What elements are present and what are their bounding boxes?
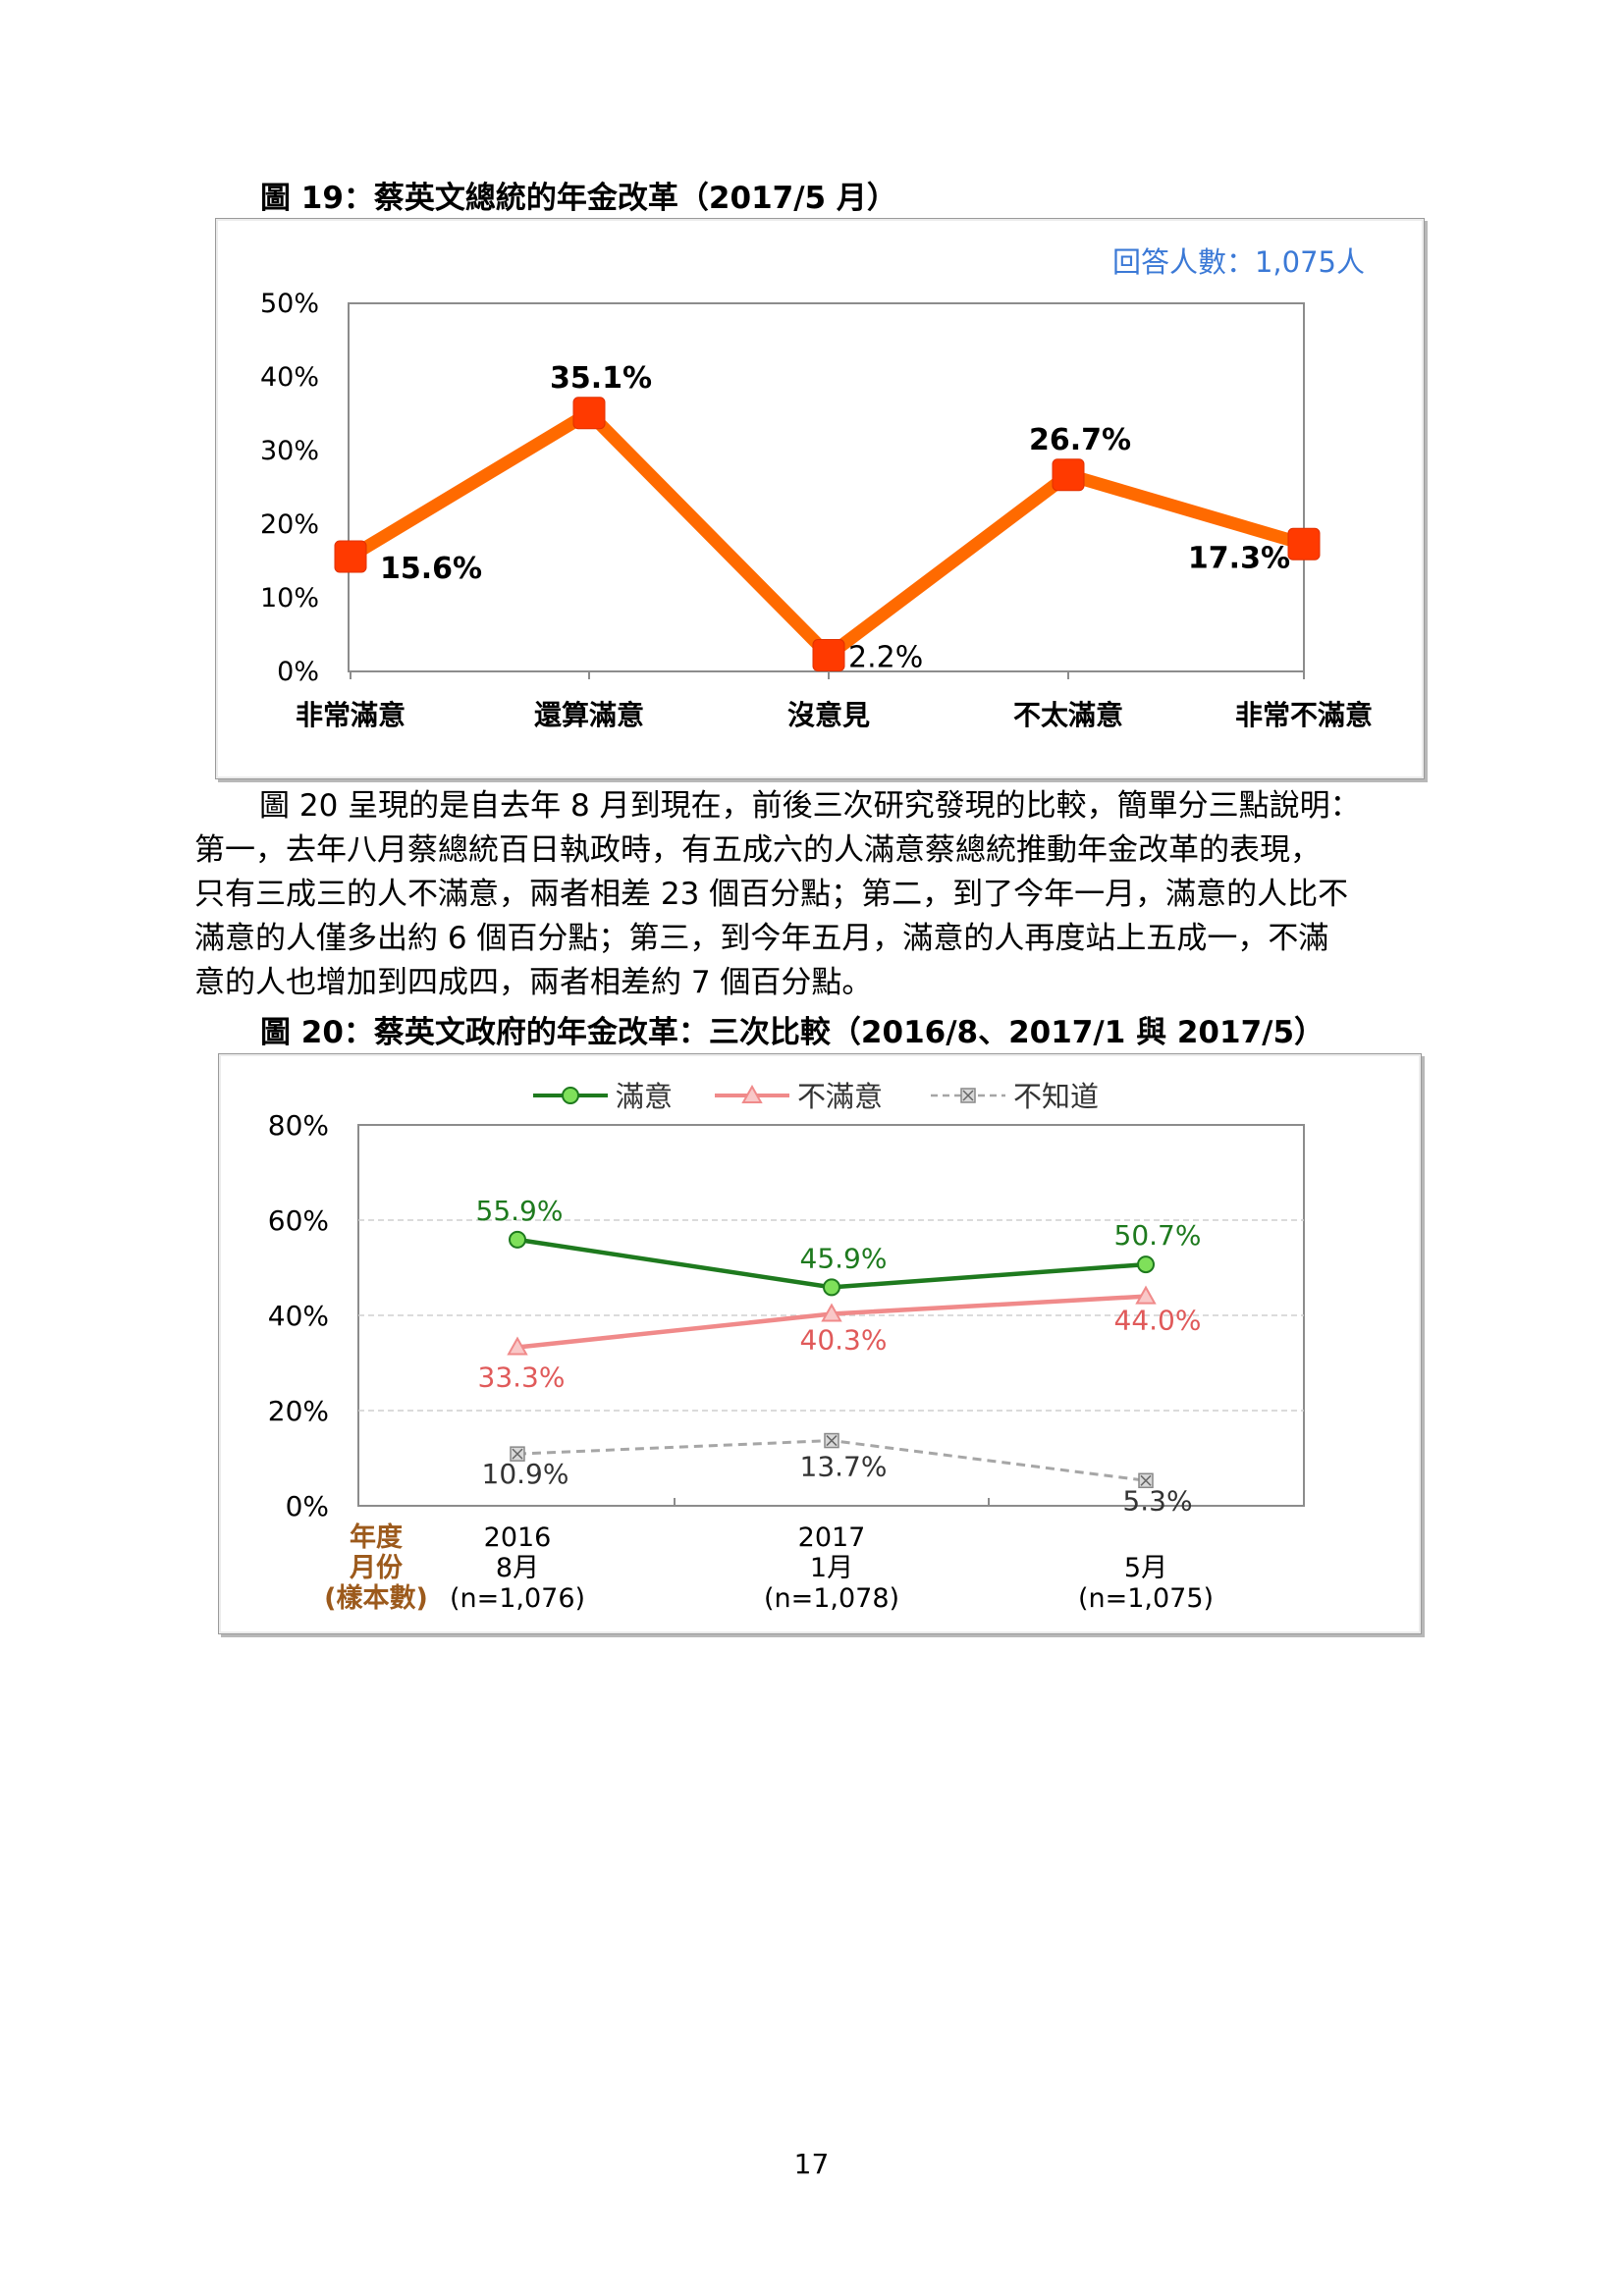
figure-19-chart: 回答人數：1,075人 0% 10% 20% 30% 40% 50% 非常滿意 還算滿意 沒意見 不… (215, 218, 1425, 779)
y-tick-label: 20% (268, 1395, 329, 1427)
data-label: 44.0% (1114, 1305, 1202, 1337)
data-point-marker (1287, 527, 1321, 561)
x-category-year: 2016 (484, 1522, 552, 1553)
x-category-label: 還算滿意 (534, 699, 644, 731)
figure-20-caption: 圖 20：蔡英文政府的年金改革：三次比較（2016/8、2017/1 與 201… (260, 1015, 1325, 1050)
row-header-label: 月份 (349, 1553, 403, 1583)
data-label: 35.1% (550, 361, 652, 396)
y-tick-label: 60% (268, 1204, 329, 1237)
x-category-month: 1月 (810, 1553, 853, 1583)
y-tick-label: 80% (268, 1109, 329, 1142)
figure-19-svg: 回答人數：1,075人 0% 10% 20% 30% 40% 50% 非常滿意 還算滿意 沒意見 不… (260, 245, 1373, 731)
x-category-sample: (n=1,075) (1078, 1583, 1214, 1614)
data-label: 40.3% (800, 1324, 888, 1357)
figure-20-chart: 0% 20% 40% 60% 80% 滿意 不滿意 不知道 55.9% 45.9% 50.7% 33.… (218, 1053, 1422, 1634)
paragraph-line: 圖 20 呈現的是自去年 8 月到現在，前後三次研究發現的比較，簡單分三點說明： (259, 788, 1361, 824)
data-label: 15.6% (380, 552, 482, 586)
data-point-marker (1137, 1255, 1155, 1274)
data-point-marker (812, 639, 845, 671)
paragraph-line: 第一，去年八月蔡總統百日執政時，有五成六的人滿意蔡總統推動年金改革的表現， (194, 832, 1321, 868)
data-label: 17.3% (1188, 541, 1290, 575)
data-label: 5.3% (1122, 1484, 1192, 1517)
y-tick-label: 0% (277, 657, 319, 687)
x-category-year: 2017 (798, 1522, 866, 1553)
data-point-marker (509, 1230, 526, 1249)
data-label: 2.2% (848, 641, 923, 675)
y-tick-label: 30% (260, 436, 319, 466)
x-category-label: 非常不滿意 (1235, 699, 1373, 731)
paragraph-line: 只有三成三的人不滿意，兩者相差 23 個百分點；第二，到了今年一月，滿意的人比不 (194, 877, 1349, 912)
data-label: 26.7% (1029, 423, 1131, 457)
legend-label: 不滿意 (797, 1080, 883, 1113)
x-category-sample: (n=1,076) (450, 1583, 585, 1614)
data-point-marker (1052, 458, 1085, 492)
y-tick-label: 10% (260, 583, 319, 614)
y-tick-label: 0% (286, 1490, 329, 1522)
x-category-label: 不太滿意 (1013, 699, 1123, 731)
data-point-marker (823, 1278, 840, 1297)
data-point-marker-x (512, 1448, 523, 1460)
legend-marker (562, 1087, 579, 1104)
y-tick-label: 20% (260, 509, 319, 540)
data-label: 33.3% (478, 1361, 566, 1393)
data-label: 55.9% (476, 1195, 564, 1227)
data-label: 13.7% (800, 1451, 888, 1483)
data-label: 45.9% (800, 1242, 888, 1274)
x-category-month: 8月 (496, 1553, 539, 1583)
y-tick-label: 50% (260, 289, 319, 319)
x-category-sample: (n=1,078) (764, 1583, 899, 1614)
figure-19-caption: 圖 19：蔡英文總統的年金改革（2017/5 月） (260, 181, 897, 216)
x-category-label: 非常滿意 (296, 699, 406, 731)
data-point-marker (507, 1336, 528, 1356)
data-label: 50.7% (1114, 1219, 1202, 1252)
body-paragraph: 圖 20 呈現的是自去年 8 月到現在，前後三次研究發現的比較，簡單分三點說明：… (194, 784, 1443, 1005)
legend-label: 滿意 (616, 1080, 673, 1113)
row-header-label: (樣本數) (324, 1583, 428, 1614)
plot-area (348, 302, 1305, 672)
data-point-marker (334, 540, 367, 573)
respondents-count: 回答人數：1,075人 (1112, 245, 1365, 279)
paragraph-line: 意的人也增加到四成四，兩者相差約 7 個百分點。 (194, 965, 873, 1000)
data-point-marker-x (1140, 1474, 1152, 1486)
paragraph-line: 滿意的人僅多出約 6 個百分點；第三，到今年五月，滿意的人再度站上五成一，不滿 (194, 921, 1329, 956)
row-header-label: 年度 (350, 1522, 403, 1553)
data-label: 10.9% (482, 1458, 569, 1490)
data-point-marker (821, 1303, 842, 1322)
legend-marker-x (962, 1090, 974, 1101)
legend-label: 不知道 (1013, 1080, 1099, 1113)
data-point-marker-x (826, 1435, 838, 1447)
legend-marker (741, 1084, 763, 1103)
figure-20-svg: 0% 20% 40% 60% 80% 滿意 不滿意 不知道 55.9% 45.9% 50.7% 33.… (268, 1080, 1305, 1614)
y-tick-label: 40% (260, 362, 319, 393)
data-point-marker (572, 397, 606, 430)
x-category-month: 5月 (1124, 1553, 1167, 1583)
y-tick-label: 40% (268, 1300, 329, 1332)
data-point-marker (1135, 1285, 1157, 1305)
page-number: 17 (793, 2148, 830, 2180)
x-category-label: 沒意見 (787, 699, 870, 731)
